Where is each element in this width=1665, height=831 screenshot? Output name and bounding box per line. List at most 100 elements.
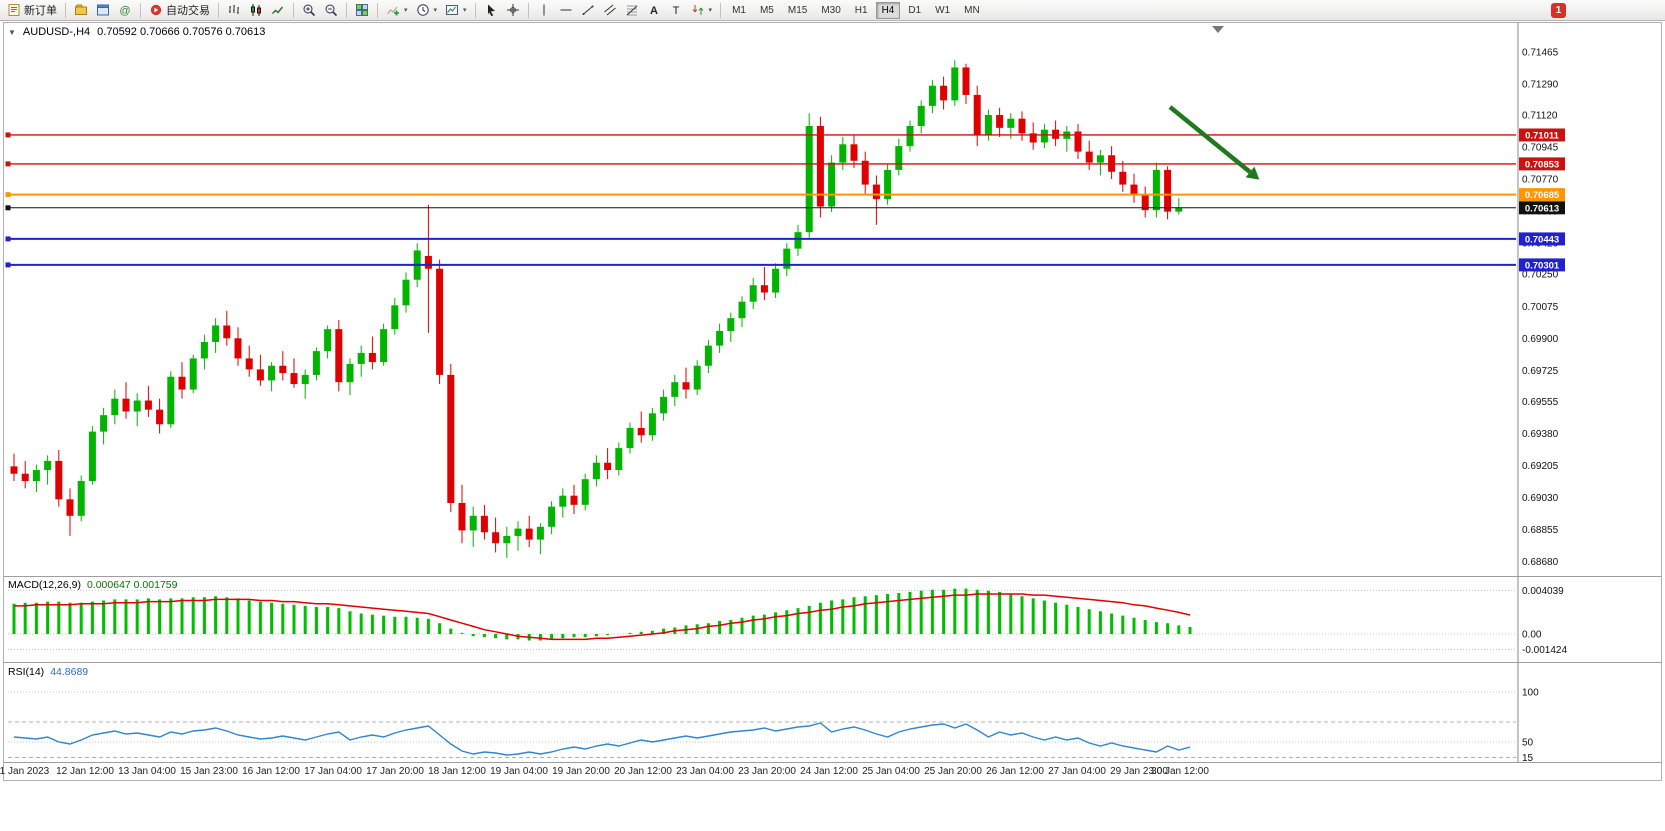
candlestick-button[interactable] bbox=[245, 1, 267, 19]
price-tag bbox=[1519, 128, 1565, 142]
candle-body bbox=[928, 85, 936, 106]
toolbar-separator bbox=[720, 2, 722, 18]
profile-icon bbox=[74, 3, 88, 17]
candle-body bbox=[570, 495, 578, 505]
price-axis-label: 0.69205 bbox=[1522, 461, 1559, 472]
cursor-button[interactable] bbox=[480, 1, 502, 19]
chevron-down-icon[interactable]: ▾ bbox=[463, 7, 467, 14]
timeframe-m30-button[interactable]: M30 bbox=[815, 2, 846, 19]
navigator-button[interactable]: @ bbox=[114, 1, 136, 19]
chart-shift-marker[interactable] bbox=[1212, 26, 1224, 33]
macd-axis-label: 0.004039 bbox=[1522, 586, 1564, 597]
svg-text:@: @ bbox=[119, 5, 130, 17]
time-axis-label: 27 Jan 04:00 bbox=[1048, 766, 1106, 777]
timeframe-mn-button[interactable]: MN bbox=[958, 2, 986, 19]
zoom-in-button[interactable] bbox=[298, 1, 320, 19]
price-axis-label: 0.68855 bbox=[1522, 525, 1559, 536]
trendline-icon bbox=[581, 3, 595, 17]
window-icon bbox=[96, 3, 110, 17]
candle-body bbox=[1141, 195, 1149, 211]
candle-body bbox=[122, 398, 130, 412]
candle-body bbox=[1119, 171, 1127, 185]
candle-body bbox=[1007, 118, 1015, 128]
candle-body bbox=[357, 352, 365, 364]
line-anchor-handle[interactable] bbox=[5, 205, 11, 211]
chevron-down-icon[interactable]: ▾ bbox=[708, 7, 713, 14]
chevron-down-icon[interactable]: ▾ bbox=[433, 7, 438, 14]
candle-body bbox=[615, 448, 623, 471]
new-order-button[interactable]: 新订单 bbox=[3, 1, 61, 19]
rsi-name: RSI(14) bbox=[8, 666, 45, 678]
template-icon bbox=[445, 3, 459, 17]
macd-name: MACD(12,26,9) bbox=[8, 579, 81, 591]
trendline-button[interactable] bbox=[577, 1, 599, 19]
candle-body bbox=[1074, 131, 1082, 152]
auto-trading-button[interactable]: 自动交易 bbox=[145, 1, 214, 19]
rsi-axis-label: 15 bbox=[1522, 753, 1534, 764]
candle-body bbox=[1040, 129, 1048, 143]
candle-body bbox=[1018, 118, 1026, 134]
candle-body bbox=[738, 301, 746, 319]
timeframe-w1-button[interactable]: W1 bbox=[929, 2, 956, 19]
timeframe-d1-button[interactable]: D1 bbox=[902, 2, 927, 19]
periods-button[interactable]: ▾ bbox=[412, 1, 442, 19]
timeframe-h4-button[interactable]: H4 bbox=[875, 1, 901, 19]
fibonacci-button[interactable] bbox=[621, 1, 643, 19]
price-tag bbox=[1519, 188, 1565, 202]
notification-badge[interactable]: 1 bbox=[1551, 3, 1566, 18]
line-anchor-handle[interactable] bbox=[5, 236, 11, 242]
candle-body bbox=[279, 365, 287, 374]
candle-body bbox=[850, 144, 858, 161]
one-click-trading-arrow-icon[interactable]: ▼ bbox=[8, 27, 16, 37]
cursor-icon bbox=[484, 3, 498, 17]
text-button[interactable]: A bbox=[643, 1, 665, 19]
crosshair-button[interactable] bbox=[502, 1, 524, 19]
templates-button[interactable]: ▾ bbox=[441, 1, 471, 19]
timeframe-m1-button[interactable]: M1 bbox=[726, 2, 752, 19]
timeframe-h1-button[interactable]: H1 bbox=[849, 2, 874, 19]
price-tag bbox=[1519, 232, 1565, 246]
charts-profile-button[interactable] bbox=[70, 1, 92, 19]
candle-body bbox=[144, 400, 152, 410]
chevron-down-icon[interactable]: ▾ bbox=[404, 7, 408, 14]
candle-body bbox=[548, 506, 556, 527]
line-anchor-handle[interactable] bbox=[5, 262, 11, 268]
chart-title: ▼ AUDUSD-,H4 0.70592 0.70666 0.70576 0.7… bbox=[8, 26, 265, 38]
trend-arrow[interactable] bbox=[1168, 105, 1252, 174]
line-anchor-handle[interactable] bbox=[5, 161, 11, 167]
text-label-button[interactable]: T bbox=[665, 1, 687, 19]
line-anchor-handle[interactable] bbox=[5, 132, 11, 138]
indicators-button[interactable]: ▾ bbox=[382, 1, 412, 19]
channel-button[interactable] bbox=[599, 1, 621, 19]
candle-body bbox=[436, 268, 444, 375]
timeframe-m15-button[interactable]: M15 bbox=[782, 2, 813, 19]
candle-body bbox=[525, 528, 533, 540]
rsi-line bbox=[13, 722, 1191, 756]
candle-body bbox=[1175, 207, 1183, 212]
arrows-button[interactable]: ▾ bbox=[687, 1, 717, 19]
macd-signal-line bbox=[14, 593, 1191, 641]
candle-body bbox=[940, 85, 948, 101]
bar-chart-button[interactable] bbox=[223, 1, 245, 19]
candle-body bbox=[637, 427, 645, 436]
tile-windows-button[interactable] bbox=[351, 1, 373, 19]
hline-icon bbox=[559, 3, 573, 17]
line-anchor-handle[interactable] bbox=[5, 192, 11, 198]
price-axis-label: 0.69555 bbox=[1522, 397, 1559, 408]
price-axis-label: 0.70770 bbox=[1522, 175, 1559, 186]
candle-body bbox=[671, 382, 679, 397]
candle-body bbox=[895, 146, 903, 170]
timeframe-m5-button[interactable]: M5 bbox=[754, 2, 780, 19]
time-axis-label: 25 Jan 20:00 bbox=[924, 766, 982, 777]
line-chart-button[interactable] bbox=[267, 1, 289, 19]
candle-body bbox=[1164, 169, 1172, 212]
vertical-line-button[interactable] bbox=[533, 1, 555, 19]
time-axis-label: 26 Jan 12:00 bbox=[986, 766, 1044, 777]
text-icon: A bbox=[647, 3, 661, 17]
horizontal-line-button[interactable] bbox=[555, 1, 577, 19]
candle-body bbox=[727, 318, 735, 331]
candle-body bbox=[346, 363, 354, 383]
market-watch-button[interactable] bbox=[92, 1, 114, 19]
zoom-out-button[interactable] bbox=[320, 1, 342, 19]
